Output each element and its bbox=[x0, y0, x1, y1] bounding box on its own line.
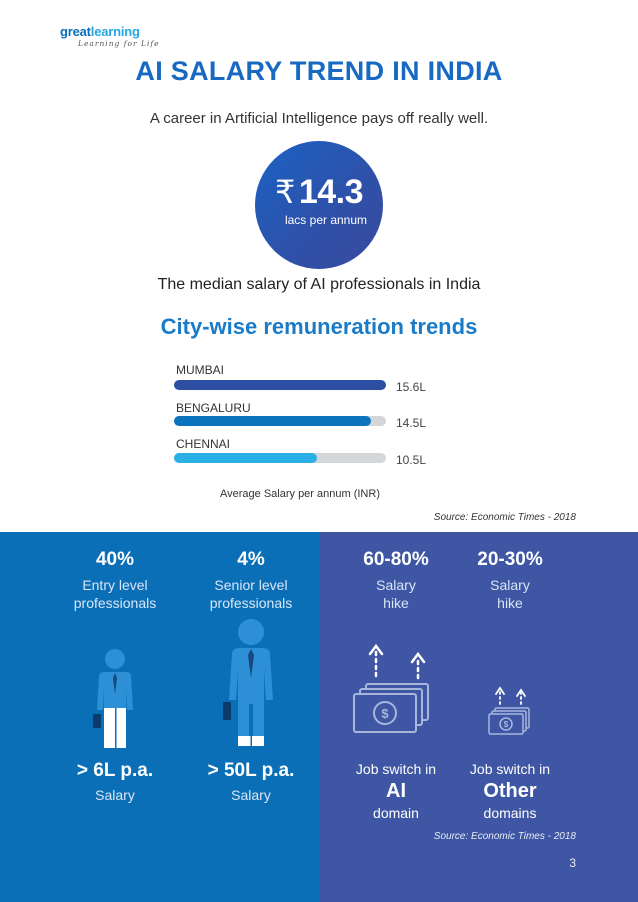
other-hike-percent: 20-30% bbox=[477, 549, 543, 570]
entry-label-line2: professionals bbox=[73, 595, 157, 611]
entry-professional-icon bbox=[93, 649, 133, 748]
other-domain-caption: domains bbox=[483, 805, 537, 821]
page-title: AI SALARY TREND IN INDIA bbox=[135, 56, 503, 86]
entry-percent: 40% bbox=[95, 549, 135, 570]
city-label-mumbai: MUMBAI bbox=[176, 363, 224, 377]
senior-label-line2: professionals bbox=[209, 595, 293, 611]
city-value-mumbai: 15.6L bbox=[396, 380, 427, 394]
entry-salary-caption: Salary bbox=[95, 787, 135, 803]
svg-text:$: $ bbox=[381, 706, 389, 721]
ai-hike-label-line2: hike bbox=[383, 595, 409, 611]
logo-tagline: Learning for Life bbox=[78, 39, 160, 48]
logo-wordmark: greatlearning bbox=[60, 24, 160, 39]
city-value-chennai: 10.5L bbox=[396, 453, 427, 467]
page-subtitle: A career in Artificial Intelligence pays… bbox=[149, 110, 489, 127]
median-value: ₹14.3 bbox=[255, 173, 383, 212]
city-bar-bengaluru bbox=[174, 416, 371, 426]
entry-label: Entry level professionals bbox=[45, 576, 185, 612]
other-hike-label-line2: hike bbox=[497, 595, 523, 611]
bottom-source: Source: Economic Times - 2018 bbox=[433, 831, 576, 842]
logo-part-learning: learning bbox=[90, 24, 140, 39]
city-section-title: City-wise remuneration trends bbox=[160, 314, 478, 339]
logo-part-great: great bbox=[60, 24, 91, 39]
entry-salary: > 6L p.a. bbox=[76, 760, 154, 781]
city-value-bengaluru: 14.5L bbox=[396, 416, 427, 430]
median-salary-badge: ₹14.3 lacs per annum bbox=[255, 141, 383, 269]
city-bar-mumbai bbox=[174, 380, 386, 390]
brand-logo: greatlearning Learning for Life bbox=[60, 24, 160, 48]
chart-axis-label: Average Salary per annum (INR) bbox=[220, 488, 380, 500]
other-switch-label: Job switch in bbox=[469, 761, 551, 777]
median-unit: lacs per annum bbox=[284, 213, 368, 227]
city-bar-track-bengaluru bbox=[174, 416, 386, 426]
senior-percent: 4% bbox=[237, 549, 265, 570]
senior-professional-icon bbox=[223, 619, 273, 746]
other-hike-label: Salary hike bbox=[450, 576, 570, 612]
ai-domain-name: AI bbox=[386, 780, 406, 802]
other-domain-name: Other bbox=[483, 780, 537, 802]
ai-hike-label-line1: Salary bbox=[376, 577, 416, 593]
ai-domain-caption: domain bbox=[373, 805, 419, 821]
page-number: 3 bbox=[569, 856, 576, 870]
city-label-bengaluru: BENGALURU bbox=[176, 401, 251, 415]
entry-label-line1: Entry level bbox=[82, 577, 148, 593]
chart-source: Source: Economic Times - 2018 bbox=[433, 512, 576, 523]
city-bar-track-chennai bbox=[174, 453, 386, 463]
svg-text:$: $ bbox=[504, 720, 509, 729]
senior-label: Senior level professionals bbox=[181, 576, 321, 612]
median-caption: The median salary of AI professionals in… bbox=[157, 276, 481, 293]
experience-panel bbox=[0, 532, 320, 902]
money-stack-large-icon: $ bbox=[353, 643, 429, 733]
ai-switch-label: Job switch in bbox=[355, 761, 437, 777]
ai-hike-label: Salary hike bbox=[336, 576, 456, 612]
senior-salary: > 50L p.a. bbox=[207, 760, 295, 781]
ai-hike-percent: 60-80% bbox=[363, 549, 429, 570]
senior-salary-caption: Salary bbox=[231, 787, 271, 803]
other-hike-label-line1: Salary bbox=[490, 577, 530, 593]
city-bar-track-mumbai bbox=[174, 380, 386, 390]
rupee-symbol: ₹ bbox=[274, 174, 295, 210]
median-number: 14.3 bbox=[298, 173, 364, 211]
money-stack-small-icon: $ bbox=[488, 686, 530, 735]
city-label-chennai: CHENNAI bbox=[176, 437, 231, 451]
city-bar-chennai bbox=[174, 453, 317, 463]
senior-label-line1: Senior level bbox=[214, 577, 288, 593]
